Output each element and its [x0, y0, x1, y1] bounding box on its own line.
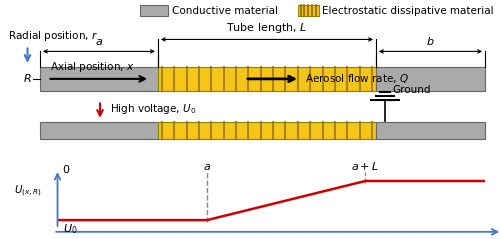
Text: Aerosol flow rate, $Q$: Aerosol flow rate, $Q$: [305, 72, 409, 85]
Text: $a+L$: $a+L$: [352, 160, 380, 172]
Text: 0: 0: [62, 165, 70, 175]
Text: b: b: [427, 37, 434, 47]
FancyBboxPatch shape: [158, 122, 376, 139]
Text: $a$: $a$: [203, 162, 211, 172]
Text: High voltage, $U_0$: High voltage, $U_0$: [110, 102, 196, 116]
Text: $U_{(x,R)}$: $U_{(x,R)}$: [14, 184, 42, 199]
Text: a: a: [96, 37, 102, 47]
Text: Axial position, $x$: Axial position, $x$: [50, 60, 134, 74]
FancyBboxPatch shape: [40, 67, 158, 91]
FancyBboxPatch shape: [376, 122, 485, 139]
Text: Tube length, $L$: Tube length, $L$: [226, 21, 308, 35]
FancyBboxPatch shape: [376, 67, 485, 91]
Text: Radial position, $r$: Radial position, $r$: [8, 29, 98, 43]
FancyBboxPatch shape: [298, 5, 318, 16]
FancyBboxPatch shape: [40, 122, 158, 139]
Text: Electrostatic dissipative material: Electrostatic dissipative material: [322, 5, 494, 16]
Text: Ground: Ground: [392, 85, 431, 95]
FancyBboxPatch shape: [158, 67, 376, 91]
Text: $U_0$: $U_0$: [62, 223, 77, 236]
Text: R: R: [23, 74, 31, 84]
Text: Conductive material: Conductive material: [172, 5, 278, 16]
FancyBboxPatch shape: [140, 5, 168, 16]
